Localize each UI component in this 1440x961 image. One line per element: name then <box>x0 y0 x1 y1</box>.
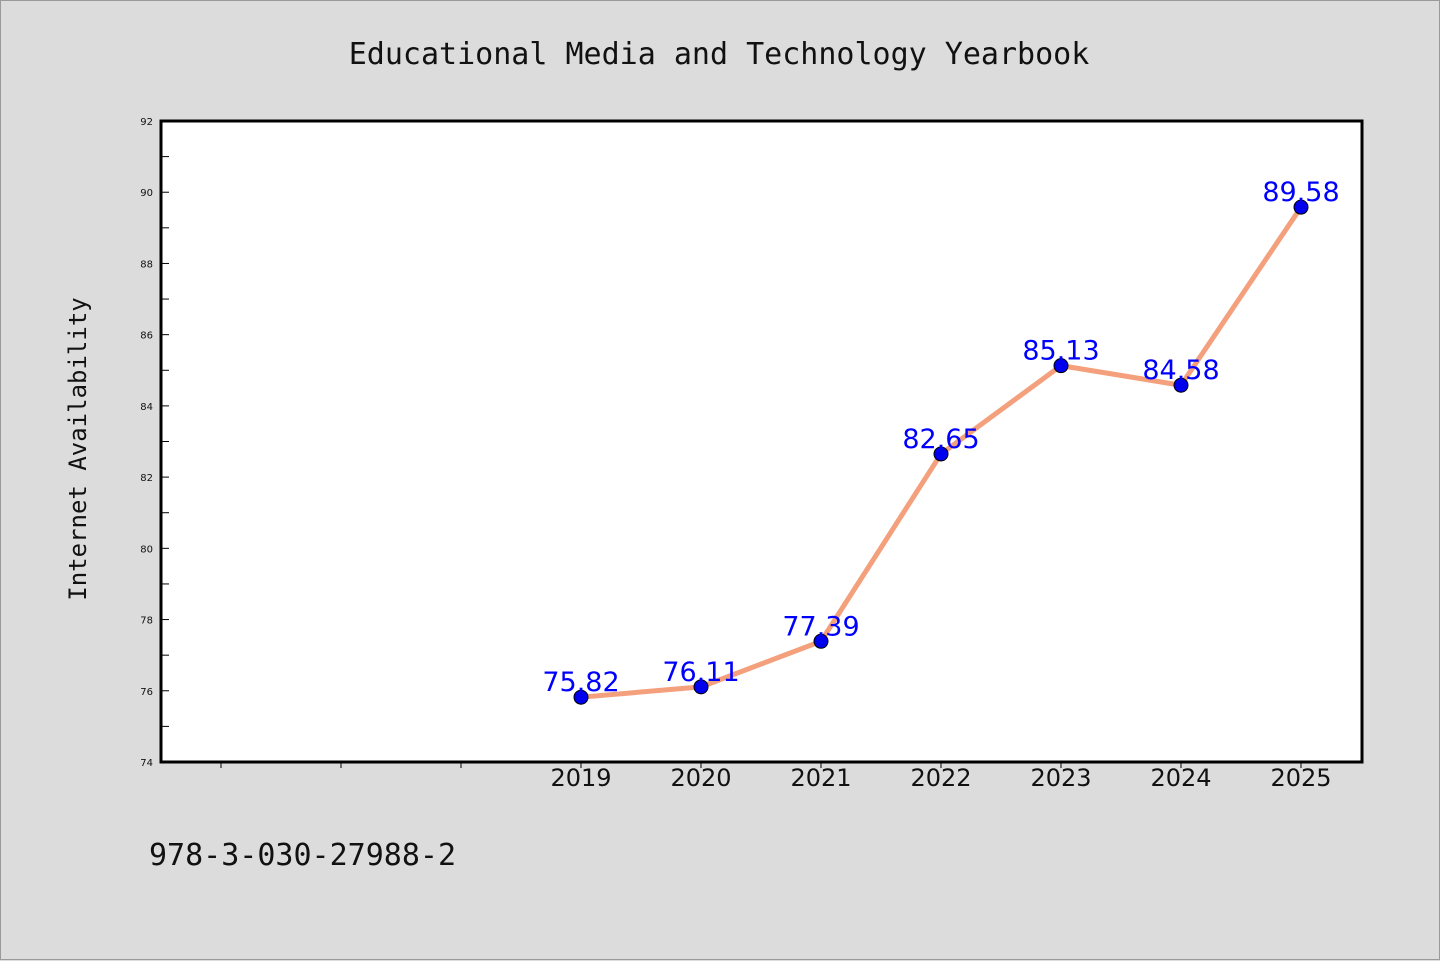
data-label-group: 75.82 76.11 77.39 82.65 85.13 84.58 89.58 <box>542 177 1339 698</box>
data-point <box>573 689 589 705</box>
x-tick-label: 2019 <box>550 764 611 792</box>
x-axis: 2019 2020 2021 2022 2023 2024 2025 <box>220 762 1332 792</box>
x-tick-label: 2025 <box>1270 764 1331 792</box>
data-point-group <box>573 199 1309 705</box>
y-axis: 74 76 78 80 82 84 86 88 90 92 <box>140 117 169 769</box>
data-point <box>693 679 709 695</box>
chart-title: Educational Media and Technology Yearboo… <box>349 37 1090 72</box>
y-tick-label: 92 <box>140 117 153 128</box>
data-label: 82.65 <box>902 424 979 455</box>
y-tick-label: 78 <box>140 616 153 627</box>
y-tick-label: 74 <box>140 758 153 769</box>
y-tick-label: 88 <box>140 259 153 270</box>
x-tick-label: 2024 <box>1150 764 1211 792</box>
data-label: 77.39 <box>782 611 859 642</box>
data-point <box>933 446 949 462</box>
data-point <box>1173 377 1189 393</box>
data-point <box>1293 199 1309 215</box>
isbn-footer: 978-3-030-27988-2 <box>149 838 456 873</box>
data-label: 75.82 <box>542 667 619 698</box>
x-tick-label: 2020 <box>670 764 731 792</box>
data-label: 76.11 <box>662 657 739 688</box>
y-axis-label: Internet Availability <box>64 297 92 600</box>
y-tick-label: 84 <box>140 402 153 413</box>
data-label: 85.13 <box>1022 336 1099 367</box>
data-point <box>1053 358 1069 374</box>
plot-area <box>159 119 1364 764</box>
y-tick-label: 80 <box>140 544 153 555</box>
data-label: 84.58 <box>1142 355 1219 386</box>
data-point <box>813 633 829 649</box>
x-tick-label: 2021 <box>790 764 851 792</box>
y-tick-label: 90 <box>140 188 153 199</box>
x-tick-label: 2022 <box>910 764 971 792</box>
data-label: 89.58 <box>1262 177 1339 208</box>
y-tick-label: 82 <box>140 473 153 484</box>
y-tick-label: 86 <box>140 331 153 342</box>
x-tick-label: 2023 <box>1030 764 1091 792</box>
y-tick-label: 76 <box>140 687 153 698</box>
